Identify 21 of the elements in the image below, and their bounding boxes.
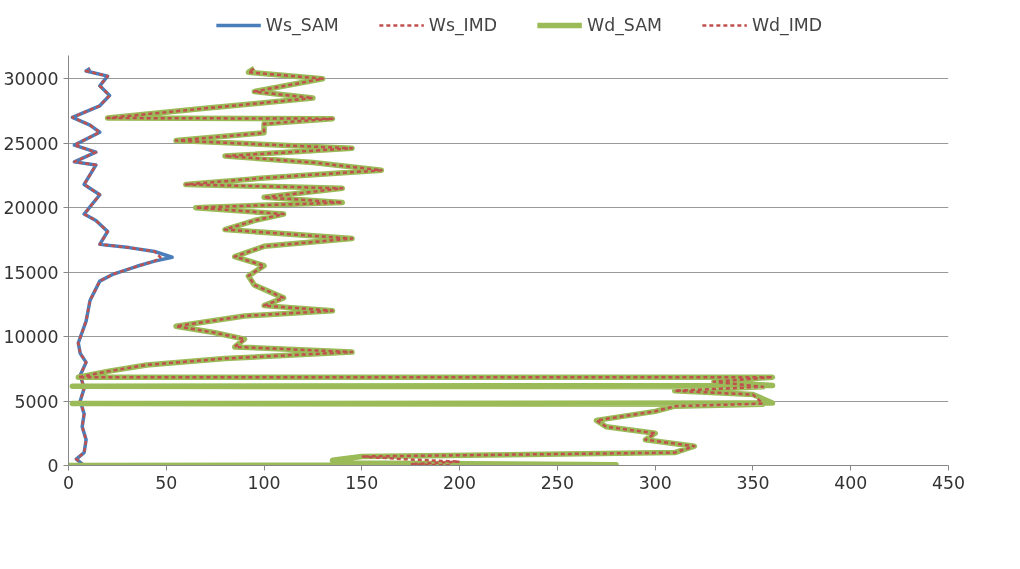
x-tick-label: 350	[736, 472, 770, 493]
y-tick-label: 10000	[3, 327, 59, 348]
y-tick-label: 0	[47, 456, 59, 476]
y-tick-label: 20000	[3, 198, 59, 219]
legend-label: Wd_SAM	[587, 15, 662, 35]
x-tick-label: 50	[155, 472, 178, 493]
x-tick-label: 450	[931, 472, 966, 493]
x-tick-label: 300	[638, 472, 672, 493]
x-tick-label: 150	[345, 472, 379, 493]
x-tick-label: 400	[834, 472, 868, 493]
y-tick-label: 25000	[3, 133, 59, 154]
x-tick-label: 200	[443, 472, 477, 493]
y-tick-label: 30000	[3, 69, 59, 90]
legend-label: Ws_IMD	[428, 15, 498, 35]
y-tick-label: 15000	[3, 262, 59, 283]
x-tick-label: 100	[247, 472, 281, 493]
x-tick-label: 0	[62, 472, 75, 493]
y-tick-label: 5000	[14, 391, 59, 412]
legend-label: Ws_SAM	[265, 15, 339, 35]
x-tick-label: 250	[540, 472, 574, 493]
legend-label: Wd_IMD	[751, 15, 823, 35]
